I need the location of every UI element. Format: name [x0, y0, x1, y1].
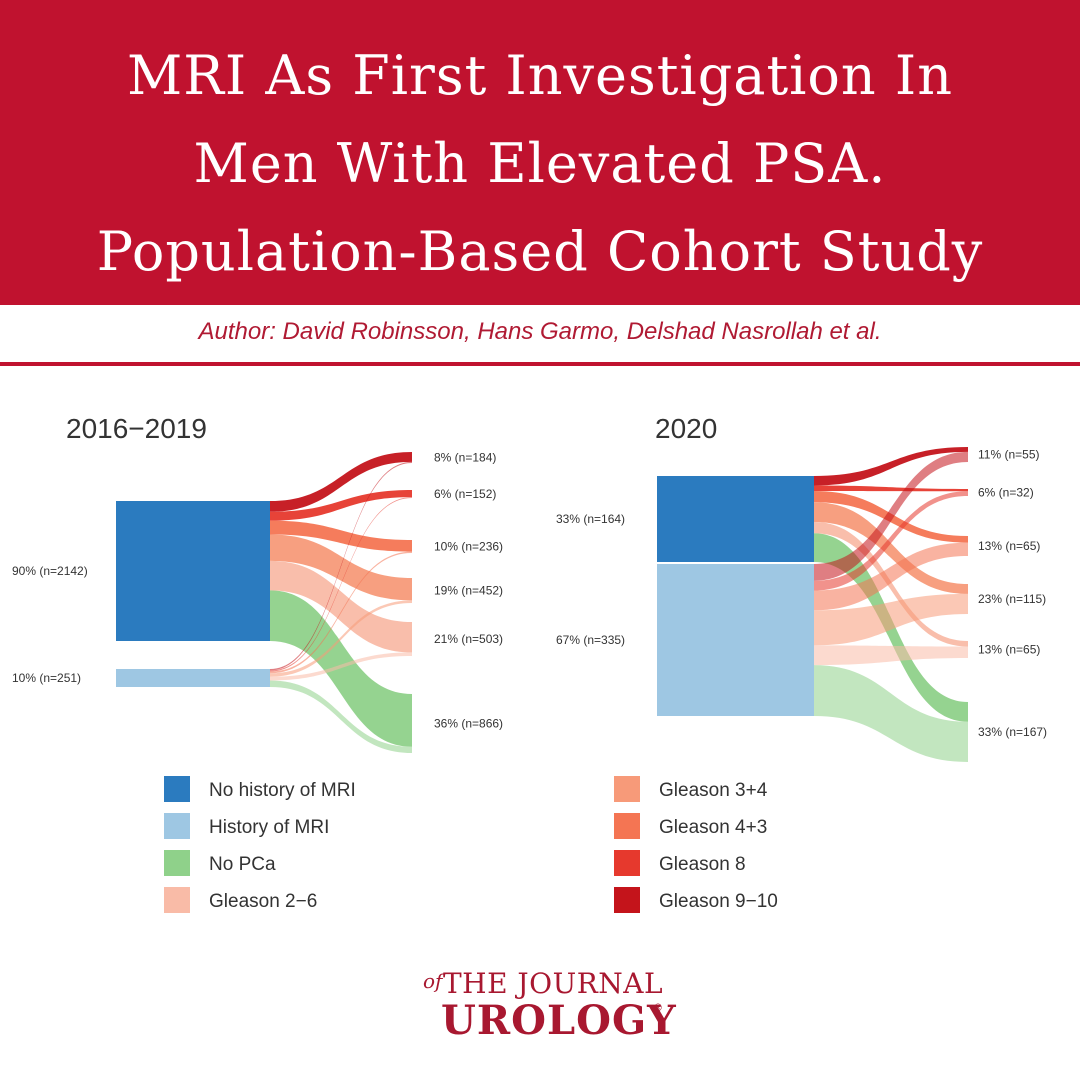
legend-label-no-pca: No PCa — [209, 854, 276, 875]
target-label-g26: 21% (n=503) — [434, 632, 503, 646]
target-label-g26: 13% (n=65) — [978, 643, 1040, 657]
flow-history-to-g26 — [814, 645, 968, 666]
flow-history-to-no-pca — [814, 665, 968, 762]
source-node-no-history — [657, 476, 814, 562]
target-label-g43: 10% (n=236) — [434, 540, 503, 554]
legend-swatch-no-pca — [164, 850, 190, 876]
flow-no-history-to-g8 — [270, 490, 412, 521]
target-label-g910: 11% (n=55) — [978, 448, 1039, 462]
legend-swatch-g8 — [614, 850, 640, 876]
source-node-history — [657, 564, 814, 716]
legend-label-g910: Gleason 9−10 — [659, 891, 778, 912]
legend-label-history: History of MRI — [209, 817, 329, 838]
sankey-chart-2020: 2020 33% (n=164) 67% (n=335) 11% (n=55) 6% (… — [556, 413, 1047, 762]
flow-history-to-g34 — [814, 593, 968, 646]
flow-history-to-g910 — [270, 461, 412, 671]
title-line-1: MRI As First Investigation In — [126, 44, 953, 107]
journal-logo: of THE JOURNAL UROLOGY ® — [405, 965, 676, 1045]
source-label-no-history: 33% (n=164) — [556, 512, 625, 526]
author-line: Author: David Robinsson, Hans Garmo, Del… — [198, 318, 882, 345]
sankey-charts: 2016−2019 90% (n=2142) 10% (n=251) 8% (n=18… — [12, 413, 1047, 913]
legend-left: No history of MRI History of MRI No PCa Gle… — [164, 776, 356, 913]
logo-registered-mark: ® — [653, 1003, 663, 1014]
page-title: MRI As First Investigation In Men With E… — [40, 32, 1040, 296]
flow-no-history-to-g910 — [814, 447, 968, 486]
target-label-g910: 8% (n=184) — [434, 451, 496, 465]
legend-label-g8: Gleason 8 — [659, 854, 746, 875]
logo-of: of — [423, 969, 443, 993]
flow-no-history-to-g26 — [814, 522, 968, 647]
legend-label-g43: Gleason 4+3 — [659, 817, 767, 838]
flow-no-history-to-g43 — [270, 520, 412, 552]
flow-history-to-no-pca — [270, 680, 412, 753]
flow-no-history-to-g26 — [270, 560, 412, 653]
flow-history-to-g8 — [814, 491, 968, 591]
flow-no-history-to-g8 — [814, 485, 968, 492]
target-label-g43: 13% (n=65) — [978, 539, 1040, 553]
logo-urology: UROLOGY — [441, 997, 677, 1044]
target-label-g34: 19% (n=452) — [434, 584, 503, 598]
source-label-history: 67% (n=335) — [556, 633, 625, 647]
title-line-3: Population-Based Cohort Study — [96, 220, 984, 283]
chart-title: 2020 — [655, 413, 717, 444]
target-label-g34: 23% (n=115) — [978, 592, 1046, 606]
flow-history-to-g43 — [814, 542, 968, 611]
flow-history-to-g26 — [270, 652, 412, 681]
legend-swatch-g910 — [614, 887, 640, 913]
target-label-no-pca: 36% (n=866) — [434, 717, 503, 731]
chart-title: 2016−2019 — [66, 413, 207, 444]
title-line-2: Men With Elevated PSA. — [193, 132, 887, 195]
flow-history-to-g910 — [814, 451, 968, 581]
flow-no-history-to-no-pca — [270, 590, 412, 747]
source-label-history: 10% (n=251) — [12, 671, 81, 685]
legend-right: Gleason 3+4 Gleason 4+3 Gleason 8 Gleason 9… — [614, 776, 778, 913]
legend-label-g26: Gleason 2−6 — [209, 891, 317, 912]
legend-swatch-g26 — [164, 887, 190, 913]
legend-swatch-g43 — [614, 813, 640, 839]
flow-no-history-to-g910 — [270, 452, 412, 512]
source-node-no-history — [116, 501, 270, 641]
target-label-no-pca: 33% (n=167) — [978, 725, 1047, 739]
flow-no-history-to-g34 — [814, 502, 968, 594]
source-label-no-history: 90% (n=2142) — [12, 564, 88, 578]
sankey-chart-2016-2019: 2016−2019 90% (n=2142) 10% (n=251) 8% (n=18… — [12, 413, 503, 753]
legend-swatch-history — [164, 813, 190, 839]
flow-history-to-g34 — [270, 600, 412, 677]
target-label-g8: 6% (n=152) — [434, 487, 496, 501]
legend-label-g34: Gleason 3+4 — [659, 780, 768, 801]
source-node-history — [116, 669, 270, 687]
legend-swatch-g34 — [614, 776, 640, 802]
title-banner — [0, 0, 1080, 305]
legend-label-no-history: No history of MRI — [209, 780, 356, 801]
target-label-g8: 6% (n=32) — [978, 486, 1034, 500]
divider-line — [0, 362, 1080, 366]
flow-history-to-g43 — [270, 551, 412, 674]
flow-history-to-g8 — [270, 497, 412, 672]
logo-the-journal: THE JOURNAL — [443, 967, 664, 1000]
flow-no-history-to-g34 — [270, 534, 412, 601]
legend-swatch-no-history — [164, 776, 190, 802]
